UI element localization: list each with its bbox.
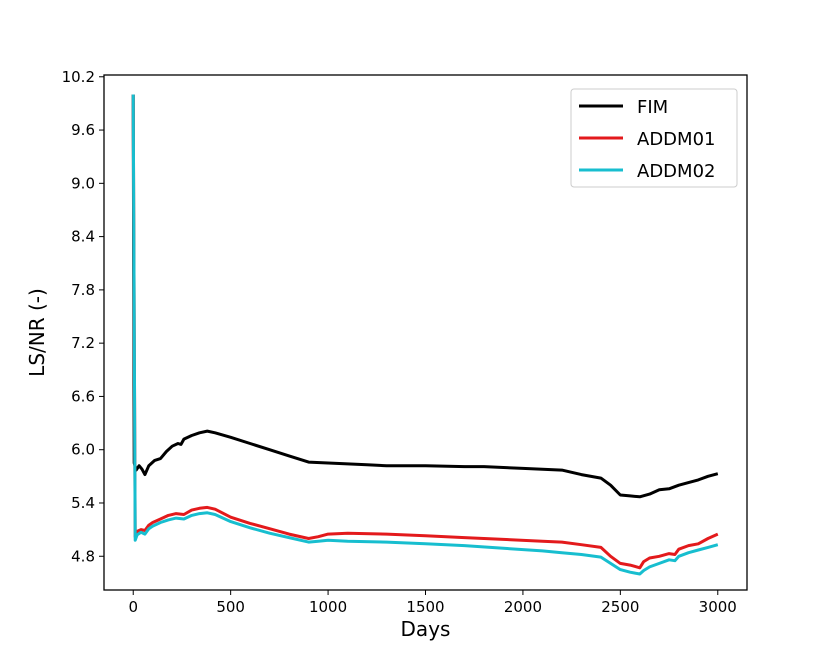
y-tick-label: 7.2 <box>71 334 95 352</box>
y-axis: 4.8 5.4 6.0 6.6 7.2 7.8 8.4 9.0 9.6 10.2 <box>62 68 104 565</box>
legend-box <box>570 88 738 188</box>
y-tick-label: 7.8 <box>71 281 95 299</box>
x-axis: 0 500 1000 1500 2000 2500 3000 <box>128 590 737 616</box>
y-tick-label: 6.0 <box>71 441 95 459</box>
y-tick-label: 9.0 <box>71 174 95 192</box>
x-tick-label: 0 <box>128 598 138 616</box>
x-tick-label: 1000 <box>309 598 347 616</box>
x-tick-label: 2000 <box>504 598 542 616</box>
series-line-fim <box>131 94 719 499</box>
y-tick-label: 5.4 <box>71 494 95 512</box>
legend-label: ADDM01 <box>637 129 715 150</box>
y-tick-label: 10.2 <box>62 68 95 86</box>
legend-label: FIM <box>637 97 668 118</box>
x-tick-label: 500 <box>216 598 245 616</box>
x-tick-label: 1500 <box>406 598 444 616</box>
y-tick-label: 8.4 <box>71 228 95 246</box>
legend-label: ADDM02 <box>637 161 715 182</box>
x-tick-label: 3000 <box>699 598 737 616</box>
x-tick-label: 2500 <box>601 598 639 616</box>
y-tick-label: 6.6 <box>71 387 95 405</box>
y-axis-label: LS/NR (-) <box>25 288 49 377</box>
y-tick-label: 9.6 <box>71 121 95 139</box>
x-axis-label: Days <box>401 617 451 641</box>
series-line-addm01 <box>131 94 719 570</box>
plot-series <box>131 94 719 576</box>
legend: FIM ADDM01 ADDM02 <box>570 88 738 188</box>
y-tick-label: 4.8 <box>71 547 95 565</box>
series-line-addm02 <box>131 94 719 576</box>
